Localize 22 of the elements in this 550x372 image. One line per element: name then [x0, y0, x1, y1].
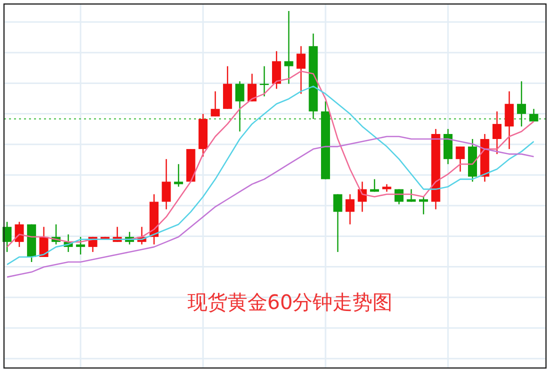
candlestick: [333, 194, 342, 253]
candlestick: [346, 194, 355, 225]
candlestick: [210, 90, 220, 118]
candlestick: [76, 236, 86, 256]
text: 现货黄金60分钟走势图: [187, 290, 393, 314]
candlestick: [419, 196, 428, 215]
candlestick: [394, 188, 404, 205]
candlestick: [174, 164, 184, 188]
candlestick: [235, 80, 244, 132]
candlestick: [296, 46, 306, 94]
candlestick: [162, 158, 171, 210]
candlestick: [370, 178, 380, 192]
candlestick: [248, 73, 257, 102]
candlestick: [456, 146, 465, 172]
candlestick: [517, 80, 526, 128]
candlestick: [492, 110, 502, 155]
candlestick: [529, 108, 538, 122]
candlestick: [358, 181, 367, 212]
candlestick: [406, 188, 416, 202]
candlestick: [284, 10, 294, 84]
candlestick: [504, 90, 514, 150]
candlestick: [272, 50, 282, 90]
